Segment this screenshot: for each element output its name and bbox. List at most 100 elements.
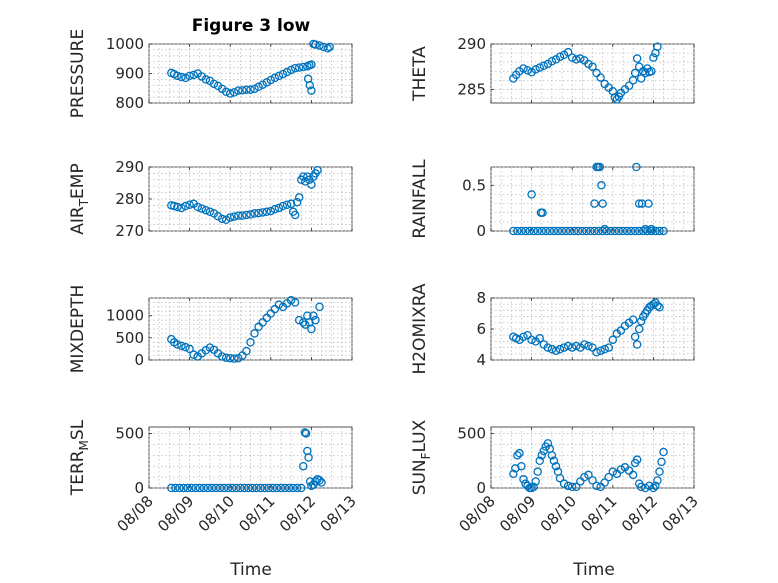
data-point bbox=[551, 461, 561, 471]
x-tick-label: 08/12 bbox=[618, 492, 661, 535]
data-point bbox=[230, 88, 239, 97]
data-point bbox=[598, 226, 607, 236]
data-point bbox=[315, 41, 324, 50]
data-point bbox=[517, 226, 526, 236]
y-axis-label: H2OMIXRA bbox=[410, 283, 430, 374]
data-point bbox=[634, 226, 644, 236]
data-point bbox=[647, 224, 656, 234]
data-point bbox=[549, 456, 559, 466]
data-point bbox=[199, 483, 209, 493]
data-point bbox=[315, 302, 324, 312]
data-point bbox=[258, 208, 267, 217]
data-point bbox=[541, 226, 551, 236]
y-tick-label: 285 bbox=[457, 80, 486, 98]
data-point bbox=[246, 338, 255, 347]
data-point bbox=[175, 483, 184, 493]
data-point bbox=[632, 162, 641, 172]
data-point bbox=[651, 226, 660, 236]
data-point bbox=[286, 295, 296, 305]
data-point bbox=[588, 62, 597, 71]
data-point bbox=[574, 226, 583, 236]
data-point bbox=[179, 483, 188, 493]
data-point bbox=[628, 315, 638, 324]
data-point bbox=[311, 315, 320, 325]
data-point bbox=[584, 470, 593, 480]
data-point bbox=[529, 226, 538, 236]
data-point bbox=[567, 343, 577, 352]
data-point bbox=[637, 199, 647, 208]
y-tick-label: 500 bbox=[115, 329, 144, 347]
data-point bbox=[586, 226, 595, 236]
data-point bbox=[521, 226, 530, 236]
data-point bbox=[242, 210, 251, 220]
data-point bbox=[533, 467, 542, 476]
data-series bbox=[509, 439, 668, 493]
y-axis-label-main: THETA bbox=[410, 46, 430, 102]
y-axis-label-rest: EMP bbox=[68, 163, 88, 199]
data-point bbox=[250, 84, 259, 94]
x-tick-label: 08/08 bbox=[456, 492, 499, 535]
data-point bbox=[173, 71, 182, 81]
data-point bbox=[215, 483, 225, 493]
data-point bbox=[260, 483, 269, 493]
data-point bbox=[177, 203, 186, 213]
data-point bbox=[301, 320, 310, 329]
x-tick-label: 08/11 bbox=[235, 492, 278, 535]
data-point bbox=[594, 226, 603, 236]
data-point bbox=[225, 213, 235, 222]
data-point bbox=[610, 226, 620, 236]
data-point bbox=[264, 483, 274, 493]
data-point bbox=[217, 214, 227, 224]
y-axis-label-main: SUN bbox=[410, 459, 430, 495]
data-point bbox=[604, 472, 613, 482]
y-tick-label: 500 bbox=[115, 425, 144, 443]
data-point bbox=[250, 329, 259, 338]
data-point bbox=[325, 42, 334, 52]
data-series bbox=[509, 162, 668, 236]
data-point bbox=[555, 344, 565, 354]
data-point bbox=[301, 429, 311, 438]
data-point bbox=[537, 451, 547, 460]
data-point bbox=[262, 207, 271, 217]
data-point bbox=[290, 210, 300, 220]
data-point bbox=[523, 66, 532, 75]
data-point bbox=[256, 483, 265, 493]
data-point bbox=[274, 203, 284, 213]
data-point bbox=[319, 42, 328, 52]
data-point bbox=[187, 483, 196, 493]
data-point bbox=[311, 477, 320, 486]
data-point bbox=[205, 207, 215, 217]
data-series bbox=[509, 42, 662, 104]
y-tick-label: 0 bbox=[134, 351, 144, 369]
y-axis-label-subscript: M bbox=[77, 440, 91, 450]
data-point bbox=[616, 465, 626, 474]
subplot-5: 0 500 1000 MIXDEPTH bbox=[68, 285, 353, 373]
data-point bbox=[622, 226, 632, 236]
data-point bbox=[284, 483, 294, 493]
data-point bbox=[547, 56, 557, 66]
y-tick-label: 270 bbox=[115, 222, 144, 240]
data-point bbox=[509, 469, 518, 479]
data-point bbox=[286, 65, 296, 75]
data-point bbox=[559, 343, 569, 352]
data-point bbox=[282, 67, 292, 77]
data-point bbox=[246, 85, 255, 94]
y-axis-label: AIRTEMP bbox=[68, 163, 91, 234]
data-point bbox=[195, 483, 204, 493]
data-point bbox=[296, 483, 306, 493]
data-point bbox=[234, 211, 243, 220]
data-point bbox=[588, 476, 597, 485]
data-point bbox=[659, 226, 668, 236]
data-point bbox=[234, 86, 243, 95]
data-series bbox=[167, 428, 326, 493]
data-point bbox=[307, 86, 316, 95]
data-point bbox=[634, 324, 644, 334]
data-point bbox=[515, 448, 524, 458]
y-tick-label: 290 bbox=[457, 35, 486, 53]
y-axis-label: PRESSURE bbox=[68, 29, 88, 118]
data-point bbox=[282, 200, 292, 210]
data-point bbox=[592, 347, 601, 357]
